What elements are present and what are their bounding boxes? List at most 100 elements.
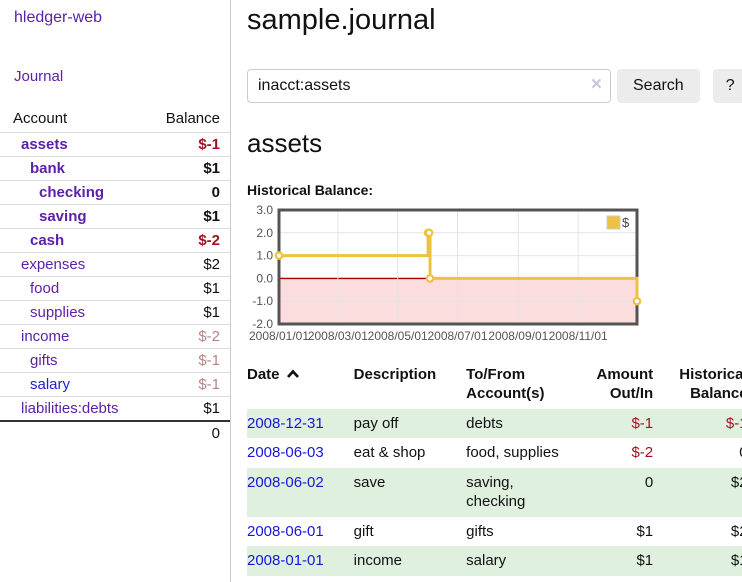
account-link-food[interactable]: food bbox=[30, 280, 60, 297]
account-balance: $1 bbox=[203, 160, 220, 177]
clear-search-icon[interactable]: × bbox=[590, 73, 602, 95]
sidebar: hledger-web Journal Account Balance asse… bbox=[0, 0, 231, 582]
transaction-description: gift bbox=[353, 522, 374, 540]
transaction-description: pay off bbox=[353, 408, 467, 439]
transaction-balance: $-1 bbox=[653, 408, 742, 439]
account-row: expenses $2 bbox=[0, 252, 230, 277]
account-row: assets $-1 bbox=[0, 132, 230, 157]
register-header-accounts: To/From Account(s) bbox=[466, 365, 545, 403]
register-header-date-label: Date bbox=[247, 365, 280, 383]
transaction-amount: $1 bbox=[636, 522, 654, 540]
svg-text:2008/09/01: 2008/09/01 bbox=[488, 329, 548, 343]
account-link-bank[interactable]: bank bbox=[30, 160, 66, 177]
account-link-checking[interactable]: checking bbox=[39, 184, 105, 201]
account-link-income[interactable]: income bbox=[21, 328, 70, 345]
account-balance: $1 bbox=[203, 304, 220, 321]
svg-text:2008/03/01: 2008/03/01 bbox=[308, 329, 368, 343]
account-link-cash[interactable]: cash bbox=[30, 232, 65, 249]
historical-balance-chart: $3.0 2.0 1.0 0.0 -1.0 -2.0 2008/01/01 2008/03/0… bbox=[247, 204, 742, 346]
svg-text:2008/05/01: 2008/05/01 bbox=[368, 329, 428, 343]
transaction-balance: $2 bbox=[730, 522, 742, 540]
account-balance: $1 bbox=[203, 208, 220, 225]
account-balance: $-1 bbox=[198, 352, 220, 369]
account-link-liabilities-debts[interactable]: liabilities:debts bbox=[21, 400, 119, 417]
transaction-description: income bbox=[353, 546, 467, 576]
transaction-date-link[interactable]: 2008-01-01 bbox=[247, 552, 324, 570]
transaction-balance: $1 bbox=[653, 546, 742, 576]
transaction-row: 2008-06-01 gift gifts $1 $2 bbox=[247, 517, 742, 547]
account-balance: $-2 bbox=[198, 328, 220, 345]
accounts-total-row: 0 bbox=[0, 421, 230, 445]
help-button[interactable]: ? bbox=[712, 68, 742, 103]
transaction-accounts: salary bbox=[466, 546, 574, 576]
svg-text:2.0: 2.0 bbox=[256, 226, 273, 240]
account-row: bank $1 bbox=[0, 156, 230, 181]
account-link-assets[interactable]: assets bbox=[21, 136, 68, 153]
account-row: supplies $1 bbox=[0, 300, 230, 325]
account-row: food $1 bbox=[0, 276, 230, 301]
transaction-date-link[interactable]: 2008-06-03 bbox=[247, 444, 324, 462]
account-balance: 0 bbox=[211, 184, 220, 201]
accounts-header-account: Account bbox=[13, 110, 68, 127]
accounts-table: Account Balance assets $-1 bank $1 checking 0… bbox=[0, 107, 230, 445]
transaction-accounts: gifts bbox=[466, 522, 494, 540]
search-button[interactable]: Search bbox=[617, 68, 700, 103]
svg-text:1.0: 1.0 bbox=[256, 249, 273, 263]
svg-text:$: $ bbox=[622, 215, 630, 230]
account-link-salary[interactable]: salary bbox=[30, 376, 71, 393]
account-link-saving[interactable]: saving bbox=[39, 208, 87, 225]
transaction-amount: 0 bbox=[573, 467, 654, 517]
account-balance: $1 bbox=[203, 400, 220, 417]
svg-text:0.0: 0.0 bbox=[256, 271, 273, 285]
account-row: gifts $-1 bbox=[0, 348, 230, 373]
account-row: saving $1 bbox=[0, 204, 230, 229]
page-title: sample.journal bbox=[247, 4, 436, 36]
sidebar-item-journal[interactable]: Journal bbox=[14, 68, 64, 85]
svg-text:2008/01/01: 2008/01/01 bbox=[249, 329, 309, 343]
account-row: checking 0 bbox=[0, 180, 230, 205]
main-content: sample.journal × Search ? assets Histori… bbox=[231, 0, 742, 582]
accounts-header-balance: Balance bbox=[165, 110, 220, 127]
transaction-accounts: debts bbox=[466, 408, 574, 439]
account-row: salary $-1 bbox=[0, 372, 230, 397]
register-header-date[interactable]: Date bbox=[247, 363, 354, 409]
transaction-date-link[interactable]: 2008-06-01 bbox=[247, 522, 324, 540]
transaction-amount: $-1 bbox=[573, 408, 654, 439]
account-link-expenses[interactable]: expenses bbox=[21, 256, 86, 273]
transaction-balance: $2 bbox=[653, 467, 742, 517]
transaction-date-link[interactable]: 2008-06-02 bbox=[247, 473, 324, 491]
register-header-description: Description bbox=[353, 365, 437, 383]
transaction-description: save bbox=[353, 467, 467, 517]
transaction-accounts: saving, checking bbox=[466, 467, 574, 517]
account-row: liabilities:debts $1 bbox=[0, 396, 230, 422]
sidebar-nav: Journal bbox=[0, 68, 230, 86]
account-balance: $-1 bbox=[198, 136, 220, 153]
transaction-balance: 0 bbox=[653, 438, 742, 468]
chart-title: Historical Balance: bbox=[247, 181, 374, 198]
svg-text:-2.0: -2.0 bbox=[252, 317, 273, 331]
accounts-total-value: 0 bbox=[211, 425, 220, 442]
account-heading: assets bbox=[247, 127, 323, 158]
account-link-supplies[interactable]: supplies bbox=[30, 304, 86, 321]
account-balance: $-2 bbox=[198, 232, 220, 249]
svg-text:-1.0: -1.0 bbox=[252, 294, 273, 308]
account-balance: $2 bbox=[203, 256, 220, 273]
register-header-amount: Amount Out/In bbox=[596, 365, 654, 403]
transaction-date-link[interactable]: 2008-12-31 bbox=[247, 414, 324, 432]
account-row: cash $-2 bbox=[0, 228, 230, 253]
svg-text:2008/11/01: 2008/11/01 bbox=[549, 329, 608, 343]
search-row: × Search ? bbox=[247, 68, 742, 103]
brand-link[interactable]: hledger-web bbox=[14, 9, 103, 26]
search-input[interactable] bbox=[247, 68, 611, 103]
transaction-row: 2008-06-03 eat & shop food, supplies $-20 bbox=[247, 438, 742, 468]
account-link-gifts[interactable]: gifts bbox=[30, 352, 58, 369]
register-header-balance: Historical Balance bbox=[679, 365, 742, 403]
register-header-row: Date Description To/From Account(s) Amou… bbox=[247, 363, 742, 409]
search-box: × bbox=[247, 68, 611, 103]
transaction-amount: $1 bbox=[573, 546, 654, 576]
transaction-accounts: food, supplies bbox=[466, 444, 559, 462]
